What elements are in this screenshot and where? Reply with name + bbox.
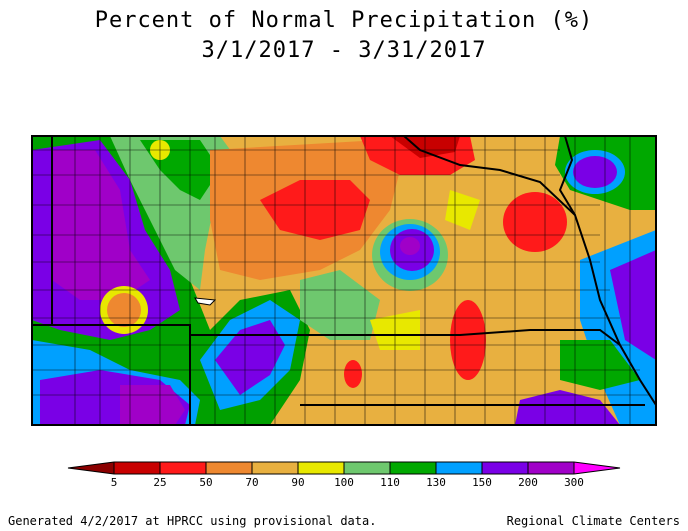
legend-tick-130: 130 — [426, 476, 446, 489]
legend-tick-25: 25 — [153, 476, 167, 489]
legend-tick-110: 110 — [380, 476, 400, 489]
legend-swatch-90-100 — [298, 462, 344, 474]
legend-tick-5: 5 — [110, 476, 118, 489]
state-borders — [31, 135, 657, 426]
legend-swatch-100-110 — [344, 462, 390, 474]
legend-swatch-5-25 — [114, 462, 160, 474]
map-title: Percent of Normal Precipitation (%) — [94, 8, 594, 33]
legend-swatch-gt300 — [574, 462, 620, 474]
legend-swatch-110-130 — [390, 462, 436, 474]
legend-bar — [67, 461, 621, 475]
lake-shape — [194, 297, 217, 306]
map-date-range: 3/1/2017 - 3/31/2017 — [201, 38, 487, 63]
county-lines — [32, 136, 650, 425]
precip-field — [32, 136, 656, 425]
generated-note: Generated 4/2/2017 at HPRCC using provis… — [8, 514, 377, 528]
credit-text: Regional Climate Centers — [506, 514, 680, 528]
legend-tick-100: 100 — [334, 476, 354, 489]
legend-tick-90: 90 — [291, 476, 305, 489]
legend-tick-300: 300 — [564, 476, 584, 489]
legend-swatch-70-90 — [252, 462, 298, 474]
legend-tick-70: 70 — [245, 476, 259, 489]
legend-swatch-130-150 — [436, 462, 482, 474]
legend-tick-50: 50 — [199, 476, 213, 489]
legend-swatch-50-70 — [206, 462, 252, 474]
legend-swatch-25-50 — [160, 462, 206, 474]
legend-swatch-lt5 — [68, 462, 114, 474]
legend-tick-150: 150 — [472, 476, 492, 489]
legend-swatch-200-300 — [528, 462, 574, 474]
legend-tick-200: 200 — [518, 476, 538, 489]
legend-swatch-150-200 — [482, 462, 528, 474]
